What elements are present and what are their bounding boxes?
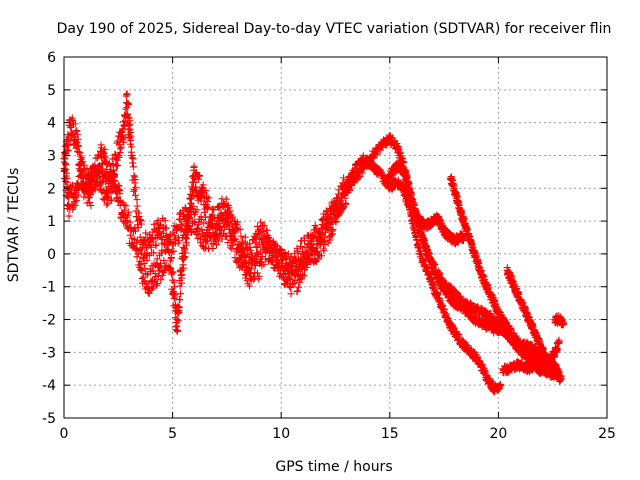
- plot-frame: [63, 56, 608, 419]
- x-tick-label: 10: [272, 426, 290, 442]
- x-tick-label: 5: [168, 426, 177, 442]
- y-tick-label: 0: [47, 247, 56, 263]
- y-axis-label: SDTVAR / TECUs: [6, 168, 22, 283]
- scatter-markers: [551, 312, 568, 329]
- y-tick-label: 5: [47, 83, 56, 99]
- x-tick-label: 20: [489, 426, 507, 442]
- y-tick-label: -3: [42, 345, 56, 361]
- y-tick-label: 6: [47, 50, 56, 66]
- y-tick-label: -4: [42, 378, 56, 394]
- x-tick-label: 15: [381, 426, 399, 442]
- scatter-markers: [399, 178, 468, 248]
- series-track-7: [499, 358, 546, 378]
- chart-title: Day 190 of 2025, Sidereal Day-to-day VTE…: [57, 21, 612, 37]
- axis-ticks: 0 5 10 15 20 25 -5 -4 -3 -2 -1 0 1 2 3 4 5 6: [42, 50, 616, 442]
- y-tick-label: 2: [47, 181, 56, 197]
- y-tick-label: 3: [47, 148, 56, 164]
- series-track-8: [551, 312, 568, 329]
- x-tick-label: 0: [60, 426, 69, 442]
- y-tick-label: -1: [42, 280, 56, 296]
- y-tick-label: -5: [42, 411, 56, 427]
- grid-lines: [64, 57, 607, 418]
- scatter-markers: [503, 264, 563, 381]
- series-track-6: [503, 264, 563, 381]
- x-tick-label: 25: [598, 426, 616, 442]
- series-track-4: [399, 178, 468, 248]
- y-tick-label: 1: [47, 214, 56, 230]
- scatter-markers: [499, 358, 546, 378]
- x-axis-label: GPS time / hours: [275, 459, 392, 475]
- y-tick-label: 4: [47, 116, 56, 132]
- y-tick-label: -2: [42, 313, 56, 329]
